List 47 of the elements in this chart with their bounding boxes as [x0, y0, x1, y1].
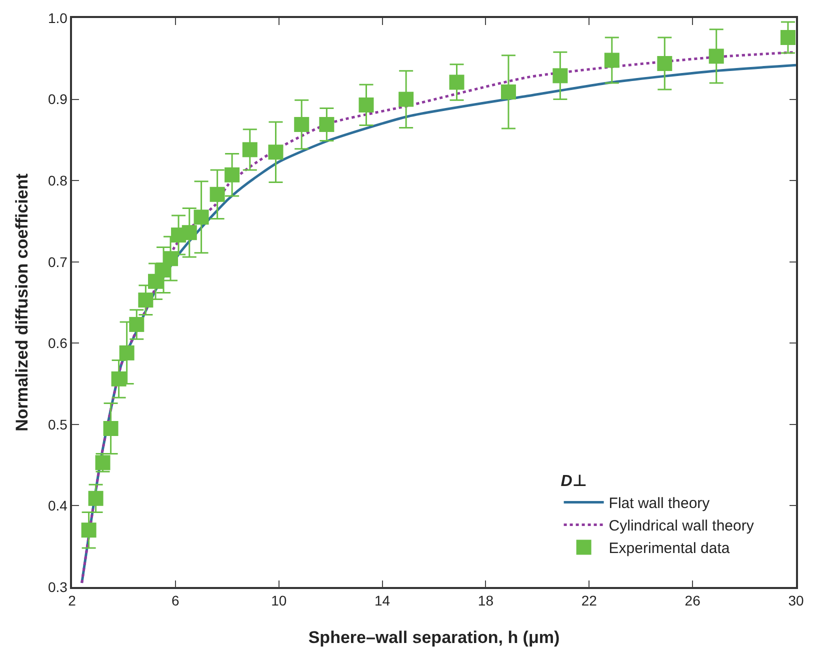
point — [242, 142, 258, 158]
legend-title: D⊥ — [560, 473, 587, 490]
y-tick-label: 0.4 — [48, 498, 68, 514]
y-tick-label: 0.7 — [48, 254, 68, 270]
y-tick-label: 0.8 — [48, 172, 68, 188]
point — [88, 490, 104, 506]
point — [780, 30, 796, 46]
point — [81, 522, 96, 538]
point — [119, 345, 134, 360]
point — [210, 186, 225, 202]
legend-label: Flat wall theory — [608, 495, 710, 512]
y-tick-label: 0.3 — [48, 578, 68, 595]
point — [319, 116, 334, 132]
x-tick-label: 2 — [68, 592, 76, 609]
point — [449, 74, 464, 90]
y-tick-label: 1.0 — [48, 10, 68, 26]
point — [708, 48, 724, 64]
point — [224, 167, 240, 182]
point — [294, 116, 310, 132]
point — [657, 56, 672, 72]
point — [138, 292, 154, 308]
x-tick-label: 10 — [271, 592, 287, 609]
x-tick-label: 14 — [374, 592, 390, 609]
point — [182, 225, 197, 240]
y-axis-title: Normalized diffusion coefficient — [12, 173, 32, 432]
legend-label: Cylindrical wall theory — [608, 518, 754, 535]
legend-label: Experimental data — [608, 540, 730, 558]
point — [398, 92, 414, 107]
point — [111, 371, 126, 386]
y-tick-label: 0.9 — [48, 91, 68, 108]
y-tick-label: 0.6 — [48, 335, 68, 352]
point — [129, 316, 144, 332]
point — [552, 68, 568, 84]
x-tick-label: 6 — [172, 592, 180, 609]
point — [500, 84, 516, 100]
x-axis-title: Sphere–wall separation, h (μm) — [308, 628, 560, 647]
point — [268, 144, 284, 160]
x-tick-label: 22 — [581, 592, 598, 609]
x-tick-label: 30 — [788, 592, 804, 609]
point — [163, 251, 178, 266]
x-tick-label: 26 — [684, 592, 701, 609]
point — [604, 52, 620, 68]
point — [194, 210, 209, 225]
point — [358, 97, 374, 112]
y-tick-label: 0.5 — [48, 416, 68, 432]
point — [103, 420, 118, 436]
x-tick-label: 18 — [478, 592, 494, 609]
